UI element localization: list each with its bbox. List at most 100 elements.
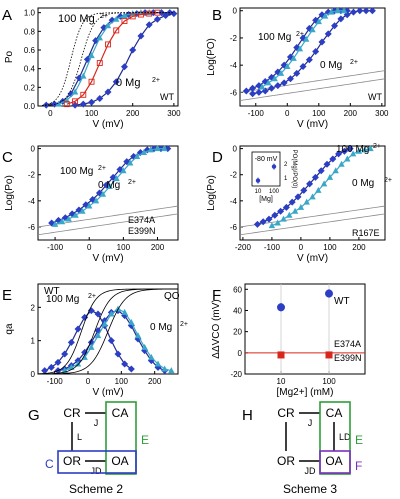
x-tick-label: 0 [285, 109, 290, 118]
edge-label: JD [305, 466, 317, 476]
data-point [51, 220, 59, 227]
data-point [141, 343, 148, 350]
data-point [303, 198, 310, 205]
data-point [253, 220, 261, 228]
data-point [140, 149, 148, 156]
y-tick-label: 0 [31, 145, 36, 154]
box-label-c: C [45, 457, 54, 471]
y-tick-label: 0.2 [24, 83, 36, 92]
inset: -80 mV [Mg] PO(Mg)/PO(0) 10 100 1 2 [251, 150, 297, 203]
x-tick-label: 0 [48, 109, 53, 118]
data-point [74, 325, 82, 333]
data-point [148, 353, 155, 360]
data-point [133, 152, 141, 159]
data-point [332, 167, 339, 174]
x-tick-label: 200 [352, 243, 366, 252]
y-tick-label: 0 [238, 349, 243, 358]
x-tick-label: 300 [375, 109, 389, 118]
box-label-e: E [355, 433, 363, 447]
data-point [71, 88, 79, 95]
data-point [162, 11, 170, 19]
scheme-caption: Scheme 3 [283, 482, 337, 496]
data-point [306, 180, 314, 188]
data-point [137, 32, 145, 40]
annotation: E374A [334, 339, 361, 349]
data-point [55, 100, 62, 107]
data-point [280, 79, 288, 87]
annotation: E399N [128, 226, 156, 236]
data-point [311, 173, 319, 181]
data-point [329, 155, 337, 163]
inset-title: -80 mV [255, 156, 278, 163]
data-point [104, 88, 112, 96]
state-cr: CR [277, 406, 295, 420]
data-point [154, 360, 162, 367]
x-axis-label: V (mV) [297, 119, 328, 130]
data-point [161, 145, 168, 152]
annotation: 2+ [98, 165, 106, 172]
x-tick-label: 200 [148, 377, 162, 386]
data-point [296, 45, 304, 52]
y-tick-label: 1.0 [24, 9, 36, 18]
data-point [299, 63, 307, 71]
annotation: 0 Mg [320, 60, 342, 71]
data-point [334, 7, 341, 14]
scheme-G: G CR CA OR OA J L JD E C Scheme 2 [28, 401, 149, 496]
data-point [328, 8, 335, 15]
data-point [79, 100, 87, 108]
x-tick-label: 100 [117, 243, 131, 252]
data-point [349, 150, 357, 157]
data-point [344, 155, 351, 162]
data-point [315, 186, 322, 193]
data-point [340, 147, 348, 155]
x-tick-label: 300 [167, 109, 181, 118]
data-point [113, 27, 120, 34]
data-point [72, 98, 79, 105]
data-point [268, 222, 276, 229]
data-point [101, 320, 108, 327]
edge-label: J [308, 418, 313, 428]
data-point [258, 83, 266, 90]
annotation: 2+ [384, 177, 392, 184]
data-point [121, 360, 129, 368]
data-point [96, 95, 104, 103]
x-axis-label: V (mV) [297, 253, 328, 264]
data-point [355, 147, 363, 154]
annotation: 2+ [373, 143, 381, 150]
data-point [146, 10, 153, 17]
data-point [94, 332, 102, 339]
annotation: R167E [352, 228, 380, 238]
x-tick-label: 0 [86, 377, 91, 386]
y-tick-label: -4 [230, 61, 238, 70]
panel-A: A 0 100 200 300 0.0 0.2 0.4 0.6 0.8 1.0 V (mV) Po 100… [2, 7, 181, 130]
plot-frame [37, 283, 179, 375]
data-point [271, 211, 279, 219]
y-axis-label: Po [4, 50, 15, 63]
plot-frame [239, 7, 386, 107]
panel-letter: B [212, 7, 222, 24]
data-point [280, 215, 287, 222]
data-point [271, 75, 278, 82]
data-point [114, 305, 122, 312]
data-point [120, 167, 127, 174]
box-label-f: F [355, 459, 362, 473]
data-point [153, 15, 161, 23]
data-point [41, 367, 49, 375]
panel-letter: G [28, 407, 40, 424]
reference-curve [37, 213, 179, 236]
data-point [88, 98, 96, 106]
data-point [79, 207, 86, 214]
data-point [105, 41, 111, 48]
annotation: WT [44, 286, 60, 297]
plot-frame [244, 283, 366, 375]
data-point [259, 218, 267, 226]
data-point [323, 160, 331, 168]
y-tick-label: 0.0 [24, 102, 36, 111]
data-point [121, 18, 128, 25]
data-point [346, 145, 354, 153]
inset-x-tick: 10 [255, 189, 262, 195]
y-axis-label: Log(Po) [206, 175, 217, 211]
box-c [57, 450, 137, 474]
scheme-H: H CR CA OR OA J LD JD EF Scheme 3 [242, 401, 363, 496]
